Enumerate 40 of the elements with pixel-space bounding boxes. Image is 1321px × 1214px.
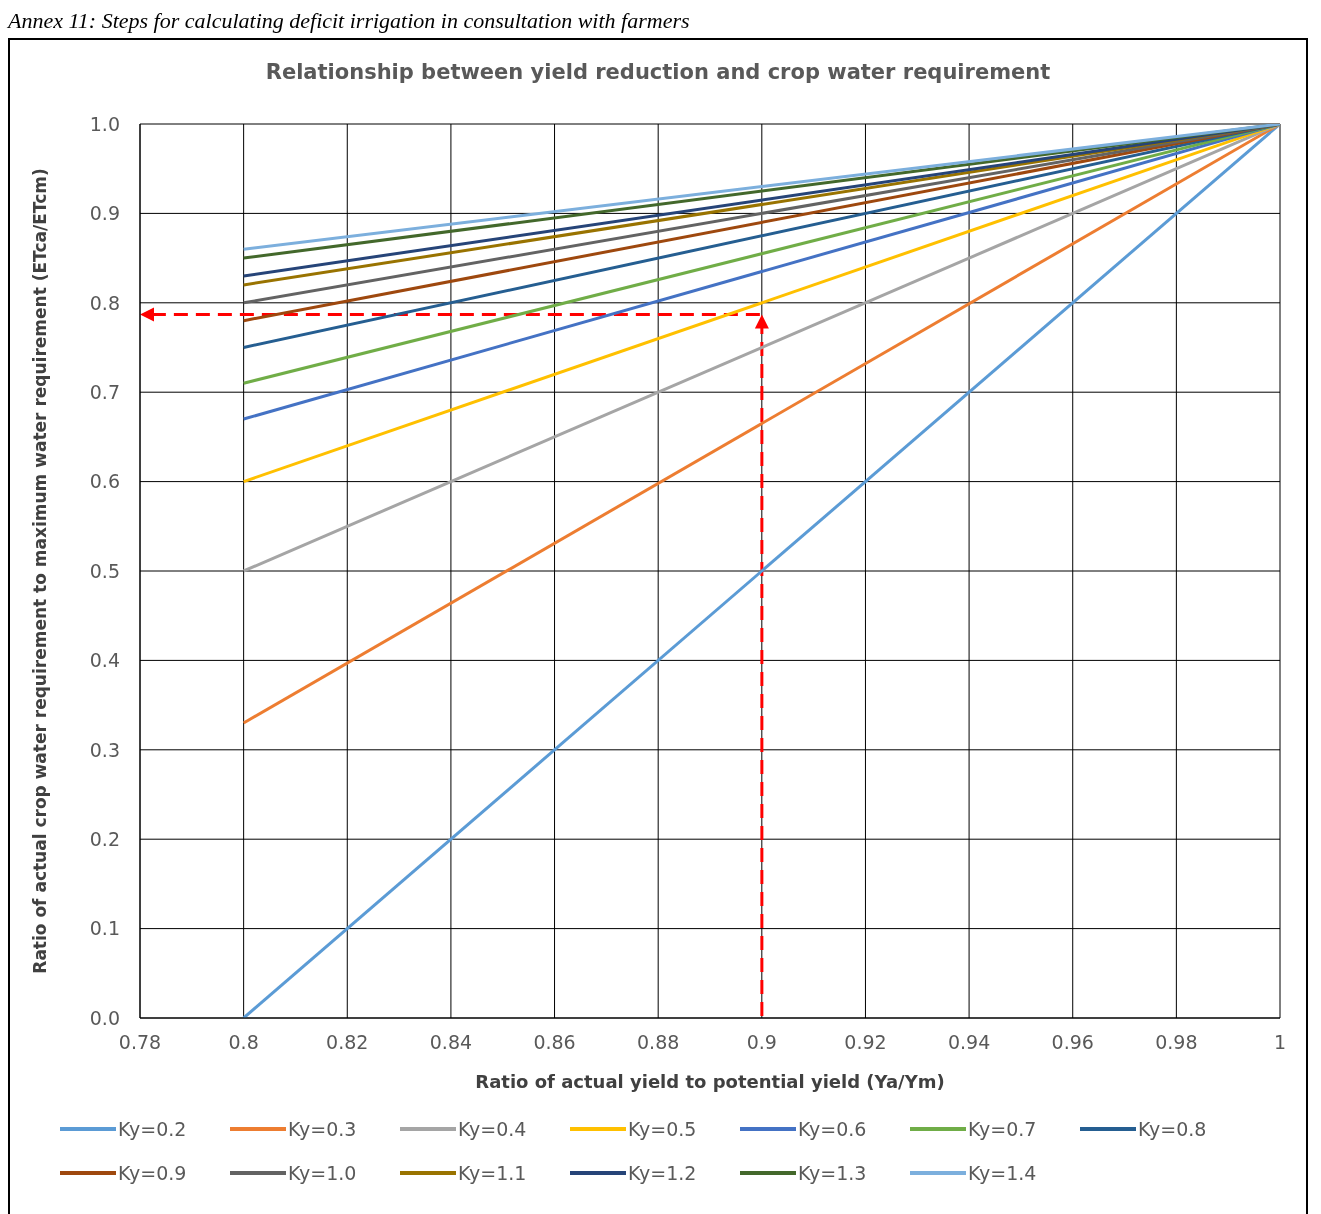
x-tick-label: 0.84 xyxy=(429,1031,473,1054)
legend-label: Ky=0.9 xyxy=(118,1162,187,1184)
legend-label: Ky=0.5 xyxy=(628,1118,697,1140)
legend-label: Ky=0.8 xyxy=(1138,1118,1207,1140)
y-tick-label: 0.6 xyxy=(89,470,120,493)
y-tick-label: 0.7 xyxy=(89,380,120,403)
y-axis-title: Ratio of actual crop water requirement to maximum water requirement (ETca/ETcm) xyxy=(30,168,51,974)
x-tick-label: 0.86 xyxy=(533,1031,576,1054)
legend-label: Ky=0.2 xyxy=(118,1118,187,1140)
y-tick-label: 0.8 xyxy=(89,291,120,314)
legend-label: Ky=1.0 xyxy=(288,1162,357,1184)
legend-label: Ky=1.1 xyxy=(458,1162,527,1184)
x-tick-label: 0.98 xyxy=(1155,1031,1198,1054)
y-tick-label: 0.1 xyxy=(89,917,120,940)
x-tick-label: 0.92 xyxy=(844,1031,887,1054)
chart-title: Relationship between yield reduction and crop water requirement xyxy=(264,60,1052,84)
x-tick-label: 0.88 xyxy=(637,1031,680,1054)
legend-label: Ky=0.6 xyxy=(798,1118,867,1140)
y-tick-label: 0.3 xyxy=(89,738,120,761)
text: Annex 11: Steps for calculating deficit irrigation in consultation with farmers xyxy=(8,8,691,34)
y-tick-label: 0.9 xyxy=(89,202,120,225)
legend-label: Ky=1.2 xyxy=(628,1162,697,1184)
x-tick-label: 0.78 xyxy=(118,1031,162,1054)
x-tick-label: 1 xyxy=(1273,1031,1287,1054)
x-tick-label: 0.94 xyxy=(947,1031,991,1054)
x-tick-label: 0.8 xyxy=(228,1031,259,1054)
x-tick-label: 0.96 xyxy=(1051,1031,1094,1054)
legend-label: Ky=0.3 xyxy=(288,1118,357,1140)
y-tick-label: 0.5 xyxy=(89,559,120,582)
x-tick-label: 0.9 xyxy=(746,1031,777,1054)
legend-label: Ky=1.3 xyxy=(798,1162,867,1184)
legend-label: Ky=0.7 xyxy=(968,1118,1037,1140)
y-tick-label: 0.4 xyxy=(89,649,120,672)
x-axis-title: Ratio of actual yield to potential yield (Ya/Ym) xyxy=(475,1071,945,1092)
y-tick-label: 0.0 xyxy=(89,1006,120,1029)
y-tick-label: 0.2 xyxy=(89,827,120,850)
x-tick-label: 0.82 xyxy=(326,1031,369,1054)
legend-label: Ky=1.4 xyxy=(968,1162,1037,1184)
y-tick-label: 1.0 xyxy=(89,112,120,135)
legend-label: Ky=0.4 xyxy=(458,1118,527,1140)
